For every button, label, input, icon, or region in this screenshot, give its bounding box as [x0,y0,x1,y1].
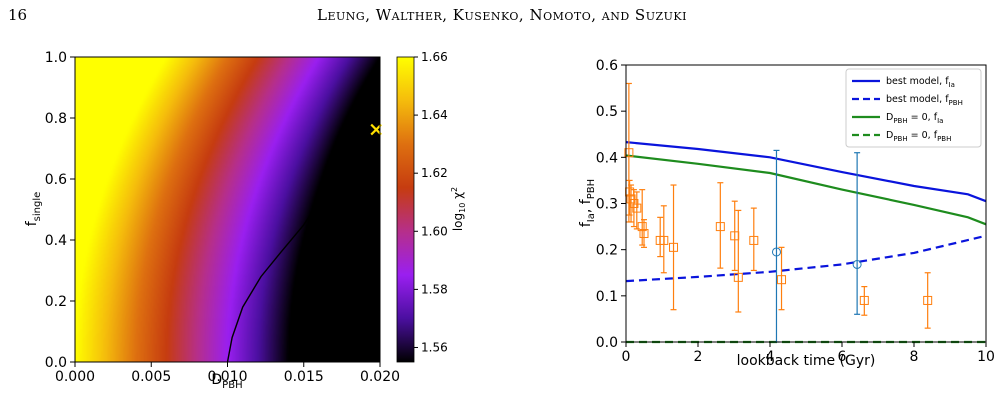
heatmap-x-tick-label: 0.020 [360,369,400,385]
line-y-tick-label: 0.0 [596,335,618,351]
line-y-tick-label: 0.5 [596,104,618,120]
line-panel: 0 2 4 6 8 10 0.0 0.1 0.2 0.3 0.4 0.5 0.6 lookback t… [578,58,995,369]
line-x-ticks: 0 2 4 6 8 10 [622,342,995,365]
series-line [625,154,987,226]
data-point-square [715,222,725,232]
colorbar: 1.56 1.58 1.60 1.62 1.64 1.66 log10 χ2 [396,50,467,363]
line-y-tick-label: 0.4 [596,150,618,166]
heatmap-y-ticks: 0.0 0.2 0.4 0.6 0.8 1.0 [45,50,75,371]
series-line [625,141,987,203]
data-point-square [923,295,933,305]
data-point-circle [771,247,781,257]
data-point-circle [852,259,862,269]
data-point-square [624,148,634,158]
line-y-tick-label: 0.3 [596,197,618,213]
colorbar-tick-label: 1.66 [421,50,448,64]
colorbar-tick-label: 1.60 [421,224,448,238]
data-point-square [659,235,669,245]
legend-label-best-fpbh: best model, fPBH [886,94,963,107]
colorbar-tick-label: 1.56 [421,340,448,354]
line-x-tick-label: 0 [622,349,631,365]
data-point-square [629,199,639,208]
colorbar-tick-label: 1.64 [421,108,448,122]
heatmap-y-axis-label: fsingle [24,192,43,227]
chi2-contour-line [226,129,381,363]
heatmap-x-tick-label: 0.010 [207,369,247,385]
colorbar-bar [396,56,415,363]
line-x-tick-label: 4 [766,349,775,365]
heatmap-x-tick-label: 0.015 [284,369,324,385]
colorbar-ticks: 1.56 1.58 1.60 1.62 1.64 1.66 [414,50,448,354]
data-point-square [733,272,743,282]
line-y-ticks: 0.0 0.1 0.2 0.3 0.4 0.5 0.6 [596,58,626,351]
heatmap-y-tick-label: 0.6 [45,172,67,188]
line-x-tick-label: 8 [910,349,919,365]
colorbar-label: log10 χ2 [450,187,467,231]
data-point-square [639,229,649,239]
data-point-square [637,222,647,232]
heatmap-x-tick-label: 0.000 [55,369,95,385]
data-point-square [777,275,787,285]
line-y-axis-label: fIa, fPBH [578,179,597,227]
colorbar-tick-label: 1.58 [421,282,448,296]
data-point-square [632,203,642,213]
orange-data-points [624,82,933,329]
data-point-square [859,295,869,305]
heatmap-y-tick-label: 0.2 [45,294,67,310]
heatmap-image [75,57,380,362]
line-y-tick-label: 0.2 [596,243,618,259]
line-x-tick-label: 2 [694,349,703,365]
heatmap-y-tick-label: 0.4 [45,233,67,249]
legend: best model, fIa best model, fPBH DPBH = … [845,68,982,148]
data-point-square [626,194,636,204]
series-line [625,234,987,283]
heatmap-y-tick-label: 0.0 [45,355,67,371]
heatmap-x-tick-label: 0.005 [131,369,171,385]
data-point-square [669,242,679,252]
colorbar-tick-label: 1.62 [421,166,448,180]
heatmap-panel: 0.000 0.005 0.010 0.015 0.020 0.00.20.40.60.… [24,50,400,391]
line-y-tick-label: 0.1 [596,289,618,305]
legend-label-best-fia: best model, fIa [886,76,955,89]
legend-box [845,68,982,148]
blue-data-points [771,149,862,343]
heatmap-y-tick-label: 0.8 [45,111,67,127]
line-x-tick-label: 6 [838,349,847,365]
line-x-tick-label: 10 [977,349,995,365]
heatmap-x-ticks: 0.000 0.005 0.010 0.015 0.020 [55,362,400,385]
page-number: 16 [8,6,28,24]
running-head: Leung, Walther, Kusenko, Nomoto, and Suz… [317,6,687,24]
line-x-axis-label: lookback time (Gyr) [737,353,876,369]
heatmap-y-tick-label: 1.0 [45,50,67,66]
data-point-square [749,235,759,245]
line-y-tick-label: 0.6 [596,58,618,74]
